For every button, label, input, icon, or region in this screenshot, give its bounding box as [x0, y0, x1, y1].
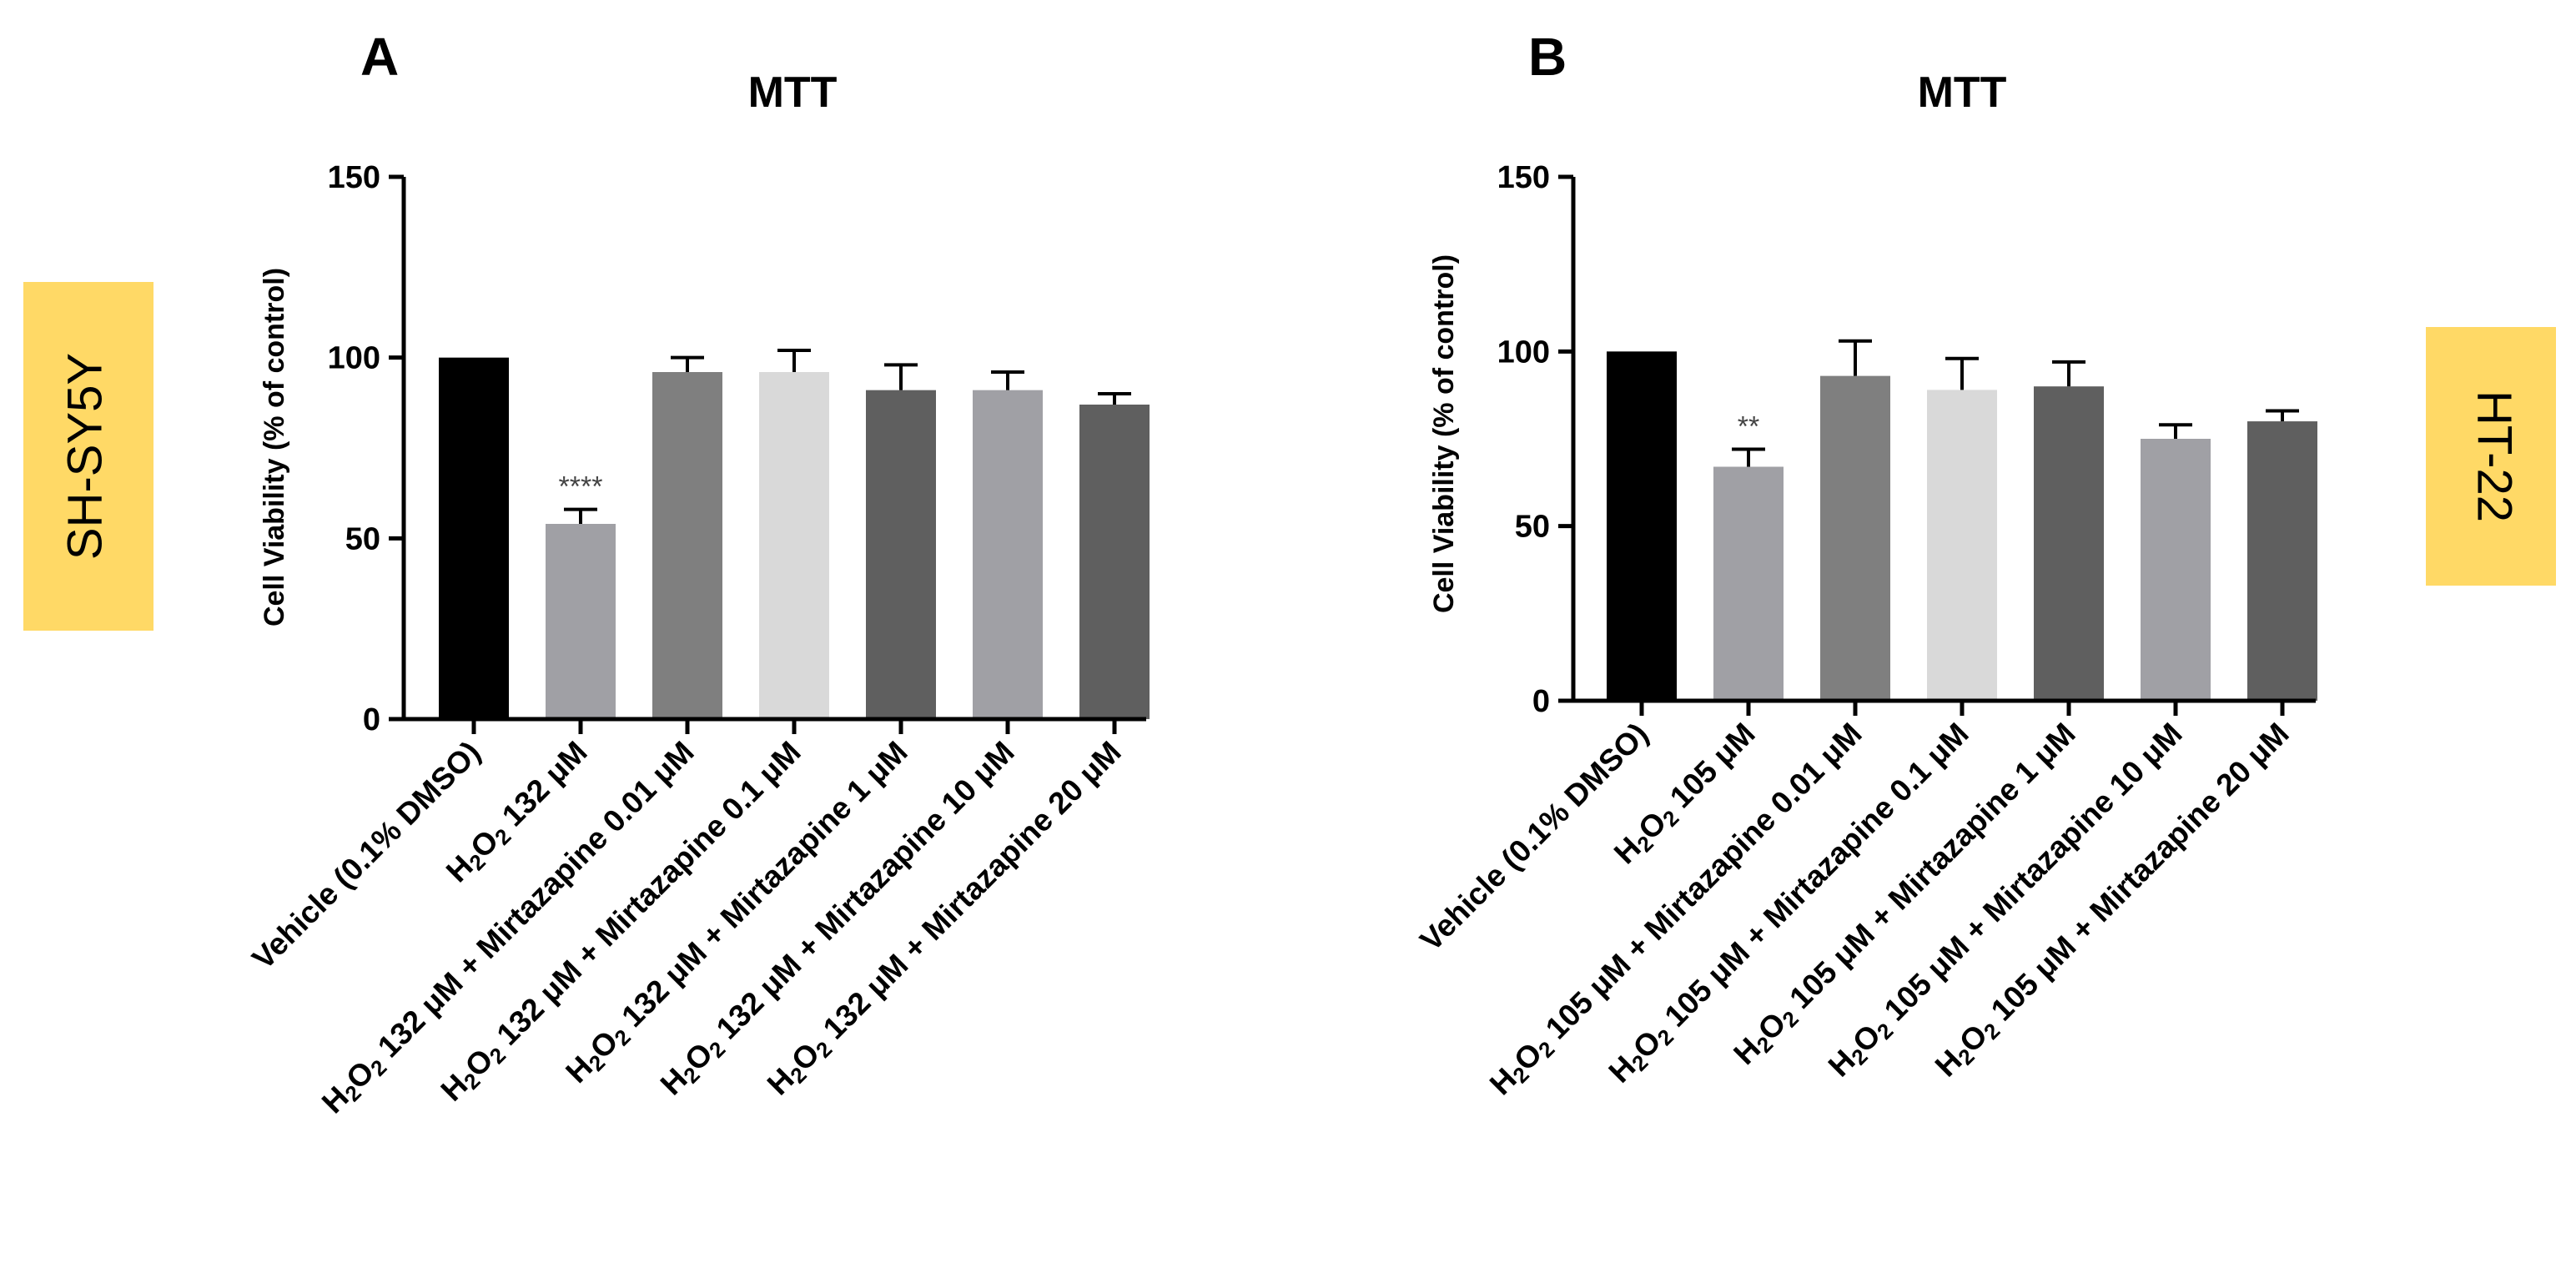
bar-b-6: [2141, 439, 2211, 701]
y-tick-label-b-100: 100: [1497, 335, 1550, 370]
x-tick-label-b-3: H2O2 105 μM + Mirtazapine 0.01 μM: [1483, 717, 1870, 1104]
x-tick-label-a-3: H2O2 132 μM + Mirtazapine 0.01 μM: [315, 735, 702, 1122]
significance-label-a-2: ****: [559, 471, 603, 503]
y-axis-label-b: Cell Viability (% of control): [1428, 254, 1460, 613]
bar-b-2: [1713, 466, 1784, 701]
panel-letter-a: A: [360, 27, 399, 87]
bar-b-5: [2034, 386, 2104, 701]
cell-line-badge-a-bg: [23, 282, 153, 631]
panel-letter-b: B: [1528, 27, 1567, 87]
bar-b-1: [1607, 351, 1677, 701]
y-tick-label-b-0: 0: [1532, 684, 1550, 719]
bar-a-6: [973, 390, 1043, 719]
y-tick-label-a-0: 0: [363, 702, 380, 737]
cell-line-label-a: SH-SY5Y: [58, 353, 112, 560]
bar-a-2: [546, 524, 616, 719]
y-axis-label-a: Cell Viability (% of control): [259, 268, 290, 626]
y-tick-label-a-150: 150: [328, 160, 380, 195]
cell-line-badge-b: HT-22: [2426, 327, 2556, 586]
bar-a-3: [652, 372, 722, 719]
bar-a-7: [1079, 405, 1150, 719]
y-tick-label-b-150: 150: [1497, 160, 1550, 195]
chart-title-b: MTT: [1918, 68, 2007, 117]
significance-label-b-2: **: [1738, 411, 1759, 443]
cell-line-badge-b-bg: [2426, 327, 2556, 586]
cell-line-badge-a: SH-SY5Y: [23, 282, 153, 631]
bar-a-5: [866, 390, 936, 719]
cell-line-label-b: HT-22: [2468, 390, 2522, 522]
y-tick-label-b-50: 50: [1515, 510, 1550, 545]
y-tick-label-a-100: 100: [328, 341, 380, 376]
bar-a-1: [439, 357, 509, 719]
bar-b-7: [2247, 421, 2317, 701]
bar-b-3: [1820, 375, 1890, 701]
y-tick-label-a-50: 50: [345, 521, 380, 556]
bar-b-4: [1927, 390, 1997, 701]
chart-title-a: MTT: [748, 68, 838, 117]
bar-a-4: [759, 372, 829, 719]
